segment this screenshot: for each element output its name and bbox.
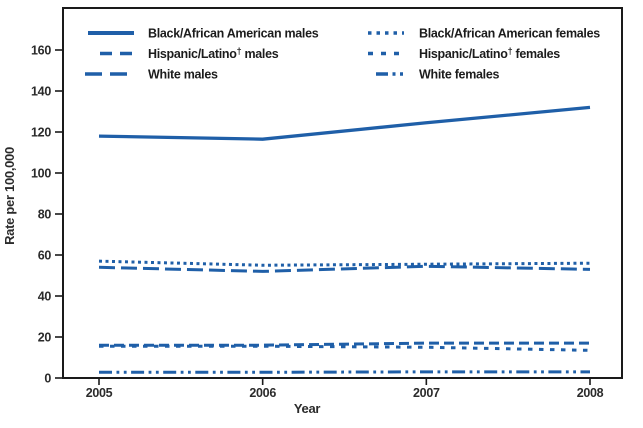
black-african-american-males-line [98, 105, 591, 141]
plot-border [62, 7, 623, 379]
black-african-american-females-line [98, 259, 591, 267]
x-tick-label: 2008 [577, 386, 604, 400]
hispanic-latino-females-line [99, 344, 591, 352]
x-axis-title: Year [294, 401, 321, 416]
legend-label-white-males: White males [148, 68, 218, 82]
legend-label-hispanic-latino-males: Hispanic/Latino† males [148, 46, 279, 61]
legend-label-white-females: White females [419, 68, 499, 82]
x-tick-label: 2006 [249, 386, 276, 400]
legend-label-black-african-american-males: Black/African American males [148, 27, 319, 41]
y-tick-label: 60 [38, 249, 52, 263]
y-tick-label: 100 [31, 167, 51, 181]
y-tick-label: 80 [38, 208, 52, 222]
y-tick-label: 20 [38, 331, 52, 345]
y-tick-label: 0 [44, 372, 51, 386]
y-tick-label: 140 [31, 85, 51, 99]
white-males-line [98, 264, 591, 273]
y-tick-label: 120 [31, 126, 51, 140]
legend-label-black-african-american-females: Black/African American females [419, 27, 600, 41]
x-tick-label: 2005 [86, 386, 113, 400]
legend-label-hispanic-latino-females: Hispanic/Latino† females [419, 46, 560, 61]
y-tick-label: 160 [31, 44, 51, 58]
y-axis-title: Rate per 100,000 [2, 147, 17, 245]
x-tick-label: 2007 [413, 386, 440, 400]
y-tick-label: 40 [38, 290, 52, 304]
hispanic-latino-males-line [99, 341, 590, 347]
